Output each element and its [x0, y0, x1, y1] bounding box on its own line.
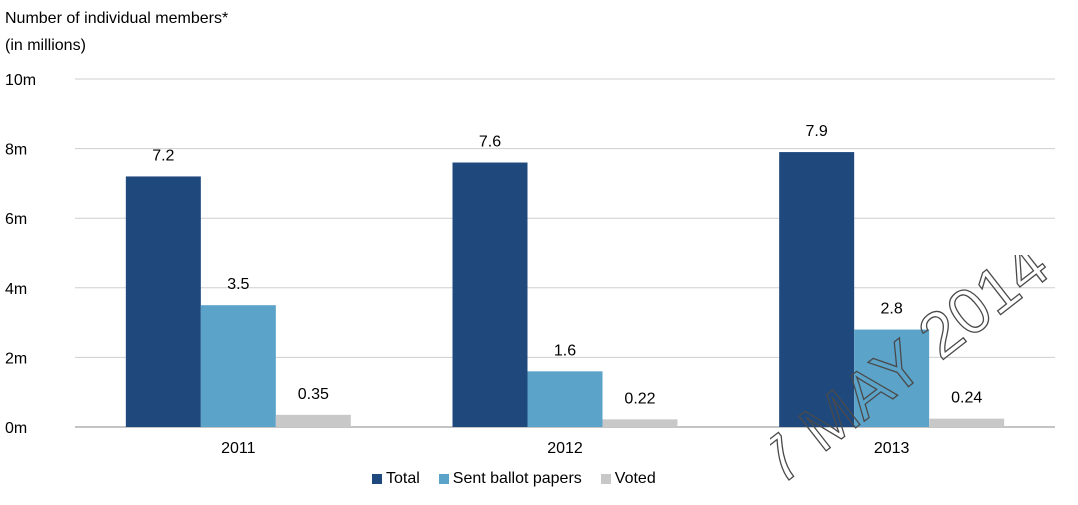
bar-total: [125, 176, 201, 427]
legend-label-sent-ballot-papers: Sent ballot papers: [452, 470, 582, 487]
x-tick-label: 2012: [547, 440, 583, 457]
legend-item-voted: Voted: [600, 470, 656, 488]
y-tick-label: 10m: [5, 72, 36, 89]
y-axis-title: Number of individual members*: [5, 10, 229, 27]
data-label: 7.9: [806, 123, 828, 140]
x-tick-label: 2011: [221, 440, 256, 457]
legend-label-total: Total: [386, 470, 420, 487]
bar-sent-ballot-papers: [854, 329, 930, 427]
legend-swatch-voted: [600, 474, 611, 484]
y-tick-label: 4m: [5, 281, 27, 298]
bar-sent-ballot-papers: [527, 371, 603, 427]
legend-item-total: Total: [372, 470, 420, 488]
bar-voted: [275, 414, 351, 427]
bar-total: [779, 152, 855, 427]
data-label: 0.35: [298, 386, 329, 403]
legend: Total Sent ballot papers Voted: [372, 470, 675, 488]
legend-label-voted: Voted: [614, 470, 656, 487]
data-label: 7.6: [479, 134, 501, 151]
bar-total: [452, 162, 528, 427]
data-label: 1.6: [554, 342, 576, 359]
bar-sent-ballot-papers: [200, 305, 276, 427]
data-label: 2.8: [881, 301, 903, 318]
bar-voted: [602, 419, 678, 427]
x-tick-label: 2013: [874, 440, 910, 457]
data-label: 7.2: [152, 147, 174, 164]
bar-voted: [929, 418, 1005, 427]
legend-swatch-total: [372, 474, 382, 484]
data-label: 0.22: [624, 390, 655, 407]
data-label: 0.24: [951, 390, 982, 407]
y-tick-label: 0m: [5, 420, 27, 437]
y-axis-unit: (in millions): [5, 37, 86, 54]
y-tick-label: 2m: [5, 350, 27, 367]
y-tick-label: 8m: [5, 142, 27, 159]
y-tick-label: 6m: [5, 211, 27, 228]
legend-swatch-sent-ballot-papers: [438, 474, 449, 484]
legend-item-sent-ballot-papers: Sent ballot papers: [438, 470, 582, 488]
data-label: 3.5: [227, 276, 249, 293]
